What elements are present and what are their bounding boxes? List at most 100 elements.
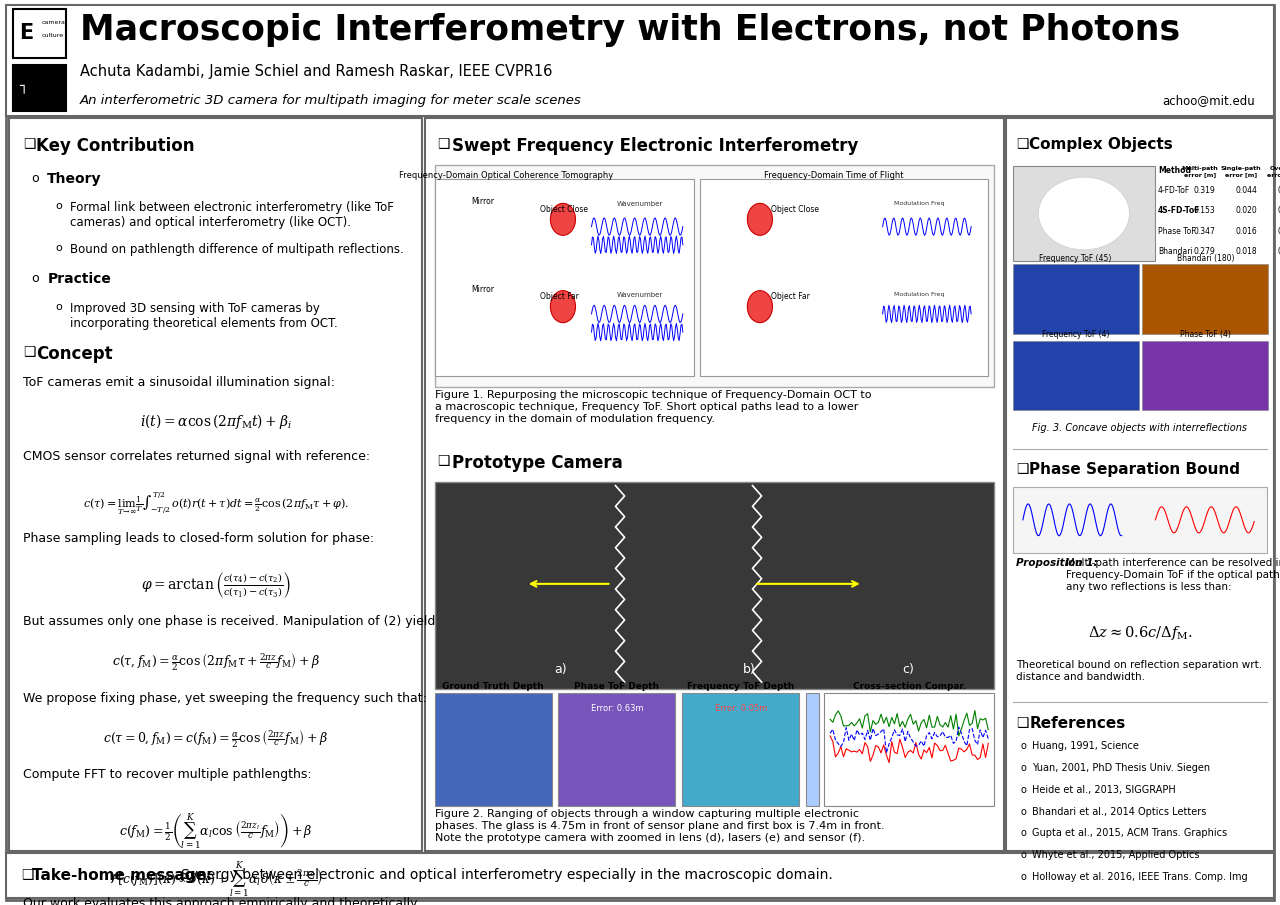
Text: CMOS sensor correlates returned signal with reference:: CMOS sensor correlates returned signal w… [23, 450, 370, 463]
Text: $\varphi = \arctan\left(\frac{c(\tau_4)-c(\tau_2)}{c(\tau_1)-c(\tau_3)}\right)$: $\varphi = \arctan\left(\frac{c(\tau_4)-… [141, 570, 291, 600]
Text: Heide et al., 2013, SIGGRAPH: Heide et al., 2013, SIGGRAPH [1032, 785, 1176, 795]
Text: Improved 3D sensing with ToF cameras by
incorporating theoretical elements from : Improved 3D sensing with ToF cameras by … [69, 301, 338, 329]
Text: Mirror: Mirror [471, 285, 494, 294]
Text: Swept Frequency Electronic Interferometry: Swept Frequency Electronic Interferometr… [452, 137, 858, 155]
Text: Achuta Kadambi, Jamie Schiel and Ramesh Raskar, IEEE CVPR16: Achuta Kadambi, Jamie Schiel and Ramesh … [79, 64, 552, 79]
Text: o: o [55, 243, 63, 253]
Text: $\mathcal{F}\left[c(f_\mathrm{M})\right](\kappa) \propto \delta(\kappa) + \sum_{: $\mathcal{F}\left[c(f_\mathrm{M})\right]… [109, 859, 323, 899]
Text: ❑: ❑ [1016, 462, 1029, 476]
Text: Proposition 1:: Proposition 1: [1016, 558, 1102, 568]
Text: Cross-section Compar.: Cross-section Compar. [852, 681, 965, 691]
Text: ToF cameras emit a sinusoidal illumination signal:: ToF cameras emit a sinusoidal illuminati… [23, 376, 335, 389]
Circle shape [748, 204, 772, 235]
Text: Huang, 1991, Science: Huang, 1991, Science [1032, 741, 1139, 751]
Text: 0.191: 0.191 [1277, 226, 1280, 235]
Text: Frequency ToF (45): Frequency ToF (45) [1039, 254, 1112, 263]
Text: ┐: ┐ [19, 79, 27, 93]
Text: Phase ToF Depth: Phase ToF Depth [575, 681, 659, 691]
Text: But assumes only one phase is received. Manipulation of (2) yields:: But assumes only one phase is received. … [23, 615, 445, 628]
Text: Figure 2. Ranging of objects through a window capturing multiple electronic
phas: Figure 2. Ranging of objects through a w… [434, 809, 884, 843]
Text: $c(\tau=0, f_\mathrm{M}) = c(f_\mathrm{M}) = \frac{\alpha}{2}\cos\left(\frac{2\p: $c(\tau=0, f_\mathrm{M}) = c(f_\mathrm{M… [104, 728, 328, 750]
Text: 4S-FD-ToF: 4S-FD-ToF [1158, 206, 1201, 215]
FancyBboxPatch shape [1143, 264, 1268, 334]
Text: Method: Method [1158, 167, 1190, 176]
Text: Synergy between electronic and optical interferometry especially in the macrosco: Synergy between electronic and optical i… [182, 868, 833, 882]
Circle shape [748, 291, 772, 323]
Text: Phase Separation Bound: Phase Separation Bound [1029, 462, 1240, 477]
Text: Formal link between electronic interferometry (like ToF
cameras) and optical int: Formal link between electronic interfero… [69, 201, 393, 229]
Text: Figure 1. Repurposing the microscopic technique of Frequency-Domain OCT to
a mac: Figure 1. Repurposing the microscopic te… [434, 390, 870, 424]
Text: 0.319: 0.319 [1194, 186, 1216, 195]
Text: Error: 0.63m: Error: 0.63m [590, 704, 644, 713]
Text: $\Delta z \approx 0.6c/\Delta f_\mathrm{M}.$: $\Delta z \approx 0.6c/\Delta f_\mathrm{… [1088, 624, 1192, 642]
Text: Take-home message:: Take-home message: [32, 868, 212, 882]
Text: Ground Truth Depth: Ground Truth Depth [442, 681, 544, 691]
FancyBboxPatch shape [1012, 167, 1156, 261]
Text: mit: mit [42, 72, 51, 77]
FancyBboxPatch shape [824, 693, 995, 805]
Text: ❑: ❑ [22, 868, 35, 882]
Text: Error: 0.05m: Error: 0.05m [714, 704, 767, 713]
Text: $c(\tau) = \lim_{T\to\infty} \frac{1}{T} \int_{-T/2}^{T/2} o(t)r(t+\tau)dt = \fr: $c(\tau) = \lim_{T\to\infty} \frac{1}{T}… [83, 490, 348, 517]
FancyBboxPatch shape [6, 853, 1274, 898]
FancyBboxPatch shape [806, 693, 819, 805]
FancyBboxPatch shape [1006, 118, 1274, 851]
Text: 0.018: 0.018 [1235, 247, 1257, 256]
Text: 0.347: 0.347 [1194, 226, 1216, 235]
Text: 0.016: 0.016 [1235, 226, 1257, 235]
Text: Wavenumber: Wavenumber [617, 292, 663, 298]
Text: a): a) [554, 663, 567, 676]
Text: Object Far: Object Far [772, 292, 810, 301]
Text: Object Close: Object Close [772, 205, 819, 214]
Text: Bhandari (180): Bhandari (180) [1176, 254, 1234, 263]
Text: 0.145: 0.145 [1277, 247, 1280, 256]
Circle shape [550, 291, 576, 323]
Text: Bhandari: Bhandari [1158, 247, 1193, 256]
Text: 0.187: 0.187 [1277, 186, 1280, 195]
Text: Theory: Theory [47, 172, 102, 186]
Text: 0.044: 0.044 [1235, 186, 1257, 195]
Text: Practice: Practice [47, 272, 111, 287]
Text: Phase ToF: Phase ToF [1158, 226, 1196, 235]
Text: 0.279: 0.279 [1194, 247, 1216, 256]
Text: Holloway et al. 2016, IEEE Trans. Comp. Img: Holloway et al. 2016, IEEE Trans. Comp. … [1032, 872, 1248, 882]
Text: ❑: ❑ [438, 454, 449, 469]
Text: 0.153: 0.153 [1194, 206, 1216, 215]
Text: o: o [1020, 872, 1027, 882]
Text: Macroscopic Interferometry with Electrons, not Photons: Macroscopic Interferometry with Electron… [79, 14, 1180, 47]
Text: Frequency ToF (4): Frequency ToF (4) [1042, 330, 1110, 339]
Text: Key Contribution: Key Contribution [36, 137, 195, 155]
Text: ❑: ❑ [1016, 137, 1029, 151]
Text: Phase ToF (4): Phase ToF (4) [1180, 330, 1231, 339]
Text: Prototype Camera: Prototype Camera [452, 454, 622, 472]
Text: Frequency ToF Depth: Frequency ToF Depth [687, 681, 795, 691]
Text: o: o [55, 201, 63, 211]
Text: 0.090: 0.090 [1277, 206, 1280, 215]
Text: lab: lab [42, 94, 50, 100]
FancyBboxPatch shape [6, 5, 1274, 900]
Text: Frequency-Domain Time of Flight: Frequency-Domain Time of Flight [764, 170, 904, 179]
Text: media: media [42, 83, 59, 89]
FancyBboxPatch shape [434, 179, 694, 376]
Text: Overall
error [m]: Overall error [m] [1267, 167, 1280, 177]
Text: Whyte et al., 2015, Applied Optics: Whyte et al., 2015, Applied Optics [1032, 850, 1199, 860]
FancyBboxPatch shape [9, 118, 422, 851]
Text: o: o [1020, 785, 1027, 795]
Text: achoo@mit.edu: achoo@mit.edu [1162, 94, 1254, 107]
Text: $c(f_\mathrm{M}) = \frac{1}{2}\left(\sum_{l=1}^{K}\alpha_l\cos\left(\frac{2\pi z: $c(f_\mathrm{M}) = \frac{1}{2}\left(\sum… [119, 812, 312, 852]
Circle shape [550, 204, 576, 235]
Text: o: o [1020, 806, 1027, 816]
FancyBboxPatch shape [1012, 341, 1138, 410]
Text: Single-path
error [m]: Single-path error [m] [1221, 167, 1262, 177]
Text: Concept: Concept [36, 345, 113, 363]
Text: ❑: ❑ [438, 137, 449, 151]
Text: culture: culture [42, 33, 64, 38]
Text: b): b) [742, 663, 755, 676]
Text: Modulation Freq: Modulation Freq [893, 201, 945, 206]
Text: $i(t) = \alpha \cos\left(2\pi f_\mathrm{M} t\right) + \beta_i$: $i(t) = \alpha \cos\left(2\pi f_\mathrm{… [140, 412, 292, 431]
Text: o: o [1020, 741, 1027, 751]
Text: Fig. 3. Concave objects with interreflections: Fig. 3. Concave objects with interreflec… [1033, 423, 1247, 433]
Text: 4-FD-ToF: 4-FD-ToF [1158, 186, 1190, 195]
FancyBboxPatch shape [6, 5, 1274, 116]
Text: Bound on pathlength difference of multipath reflections.: Bound on pathlength difference of multip… [69, 243, 403, 256]
